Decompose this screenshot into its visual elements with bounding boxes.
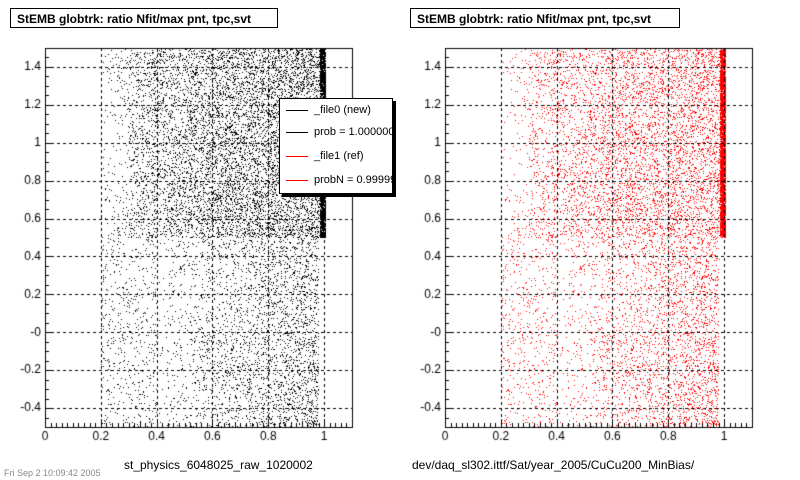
legend-entry-probn: probN = 0.999997: [280, 171, 392, 191]
legend-entry-file0: _file0 (new): [280, 101, 392, 121]
legend-label: _file0 (new): [314, 104, 371, 116]
right-chart-title: StEMB globtrk: ratio Nfit/max pnt, tpc,s…: [410, 8, 680, 28]
legend-entry-prob: prob = 1.000000: [280, 123, 393, 143]
legend-label: prob = 1.000000: [314, 126, 393, 138]
left-x-axis-label: st_physics_6048025_raw_1020002: [124, 458, 313, 472]
legend-label: probN = 0.999997: [314, 174, 392, 186]
left-chart-title: StEMB globtrk: ratio Nfit/max pnt, tpc,s…: [10, 8, 278, 28]
legend-line-black: [286, 132, 308, 133]
right-x-axis-label: dev/daq_sl302.ittf/Sat/year_2005/CuCu200…: [412, 458, 695, 472]
legend-line-red: [286, 180, 308, 181]
legend-label: _file1 (ref): [314, 150, 364, 162]
legend-line-black: [286, 110, 308, 111]
legend-line-red: [286, 156, 308, 157]
footer-timestamp: Fri Sep 2 10:09:42 2005: [4, 468, 101, 478]
legend-entry-file1: _file1 (ref): [280, 147, 392, 167]
legend: _file0 (new) prob = 1.000000 _file1 (ref…: [279, 98, 393, 194]
